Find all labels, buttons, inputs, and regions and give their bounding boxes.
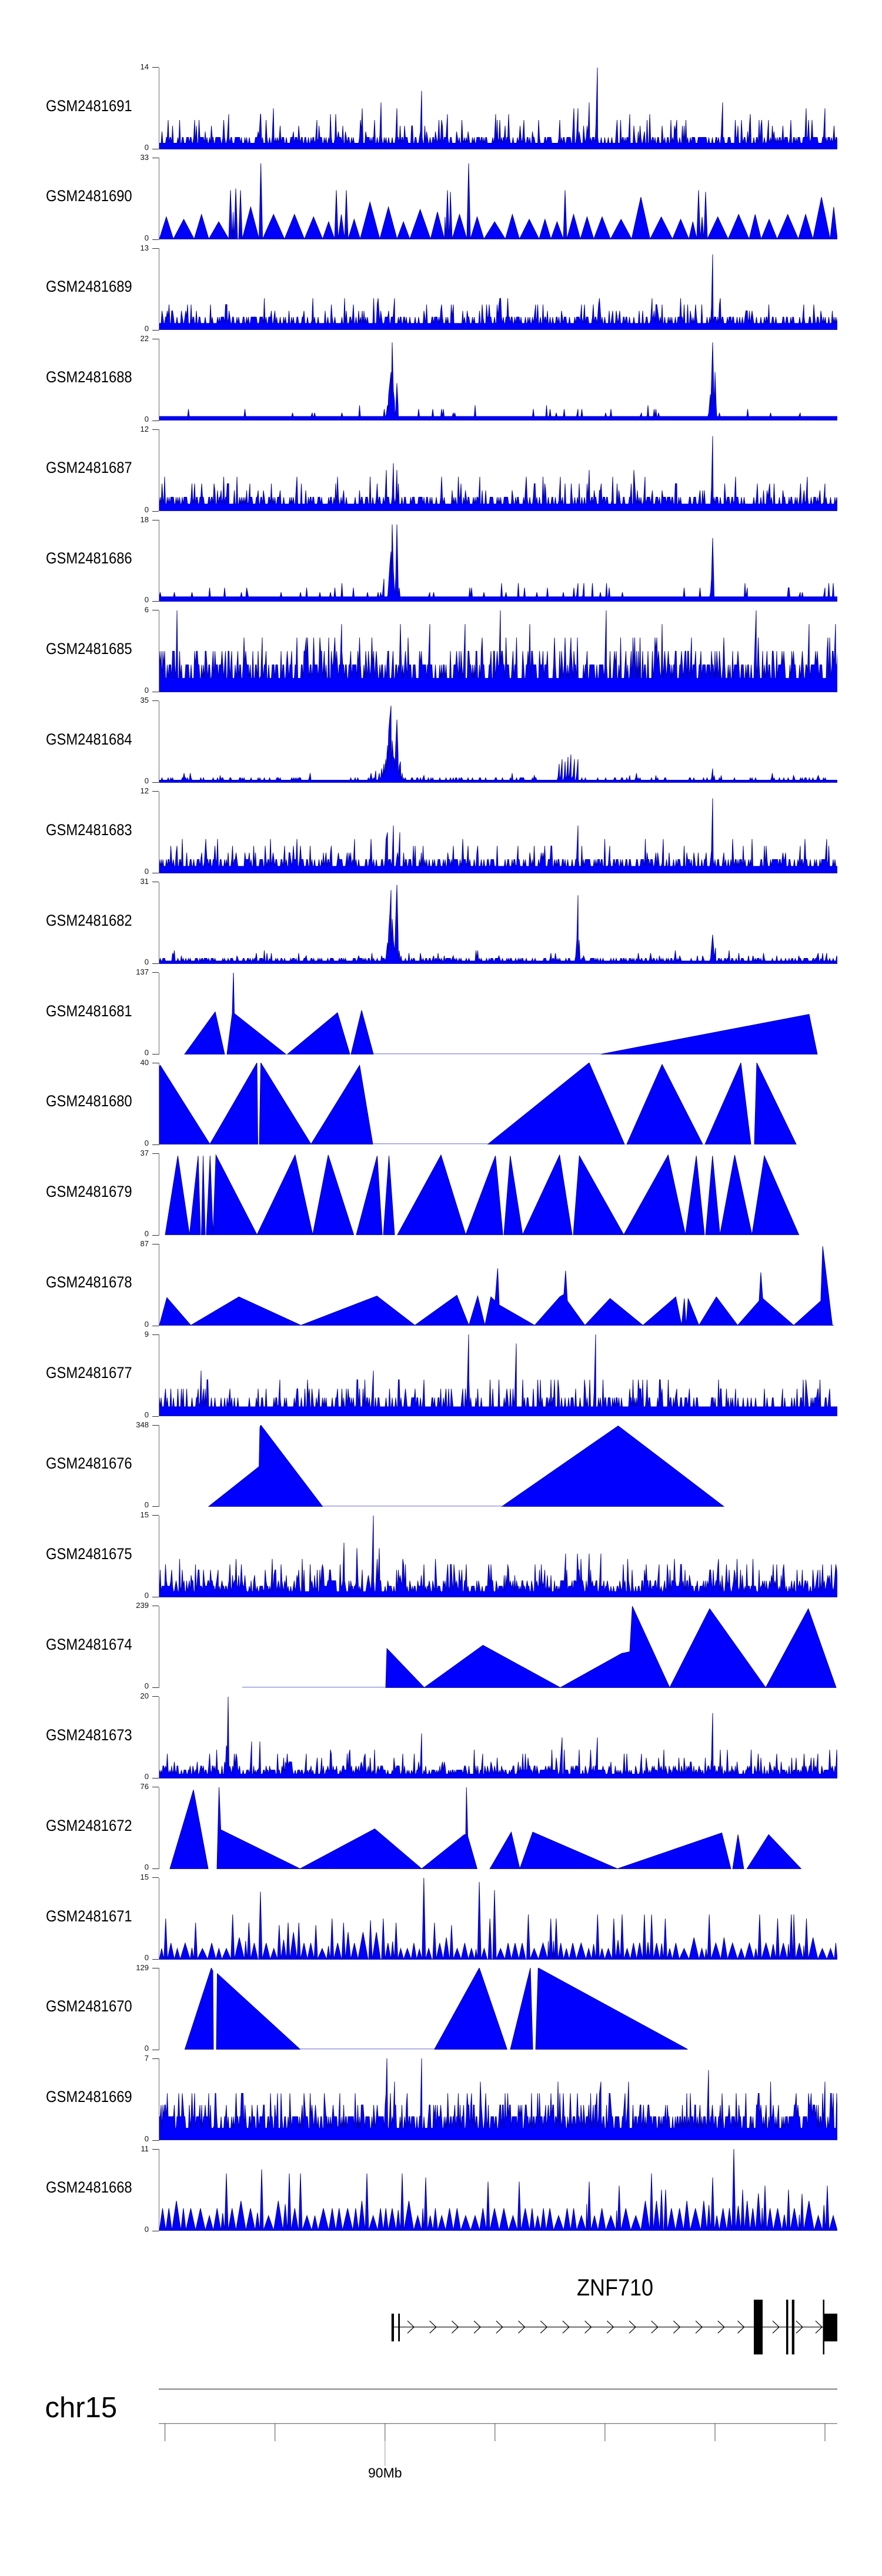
svg-text:ZNF710: ZNF710 — [577, 2275, 653, 2301]
svg-text:chr15: chr15 — [45, 2392, 118, 2424]
svg-text:90Mb: 90Mb — [368, 2465, 402, 2481]
